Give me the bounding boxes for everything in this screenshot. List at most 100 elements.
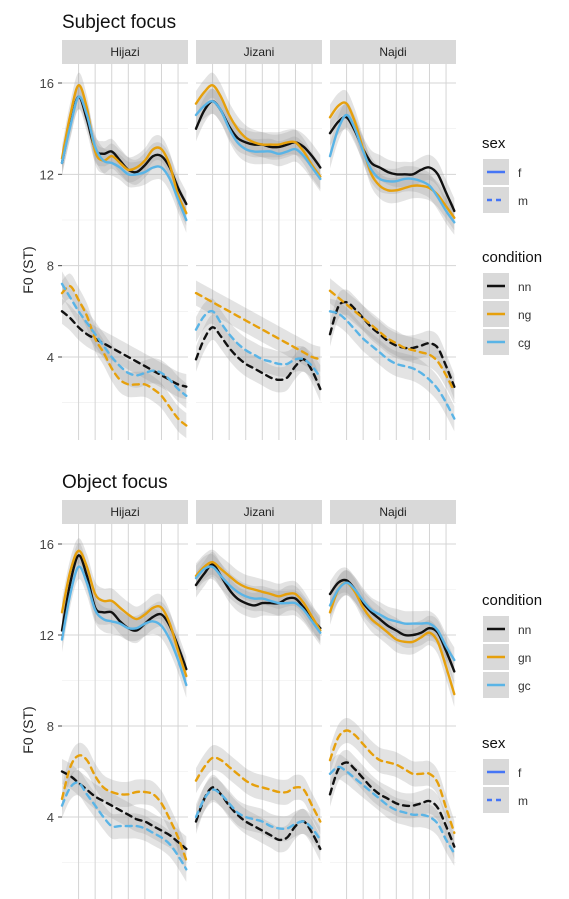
series-line-ng-f [60, 84, 188, 215]
panel-background [196, 64, 322, 440]
y-tick-label: 4 [47, 350, 54, 365]
series-line-gn-f [194, 560, 322, 632]
confidence-ribbon-ng-m [62, 273, 187, 439]
confidence-ribbon-gn-f [62, 538, 187, 689]
y-tick-label: 12 [40, 628, 54, 643]
y-tick-label: 8 [47, 719, 54, 734]
y-axis-label: F0 (ST) [20, 246, 36, 293]
legend-title: condition [482, 249, 542, 266]
panel-strip-label: Jizani [244, 505, 275, 519]
legend-entry-label: gn [518, 651, 531, 665]
series-line-gc-m [194, 788, 322, 841]
series-line-gn-m [194, 756, 322, 823]
panel-strip-label: Jizani [244, 45, 275, 59]
series-line-gn-f [60, 549, 188, 678]
panel-strip-label: Hijazi [110, 505, 139, 519]
series-line-nn-m [60, 310, 188, 388]
panel-strip-label: Najdi [379, 505, 406, 519]
panel-background [330, 64, 456, 440]
confidence-ribbon-cg-m [330, 298, 455, 432]
series-line-gn-m [60, 754, 188, 862]
series-line-nn-m [328, 300, 456, 388]
legend-entry-label: ng [518, 308, 531, 322]
series-line-nn-m [194, 326, 322, 391]
panel-strip-label: Najdi [379, 45, 406, 59]
series-line-gc-m [328, 765, 456, 855]
panel-hijazi: Hijazi [60, 500, 188, 899]
y-axis-label: F0 (ST) [20, 706, 36, 753]
confidence-ribbon-ng-f [330, 89, 455, 231]
series-line-nn-m [328, 761, 456, 848]
confidence-ribbon-cg-f [330, 102, 455, 235]
series-line-gc-f [60, 565, 188, 687]
legend-entry-label: m [518, 194, 528, 208]
series-line-gc-f [194, 565, 322, 634]
legend-entry-label: nn [518, 623, 531, 637]
y-tick-label: 4 [47, 810, 54, 825]
legend-entry-label: nn [518, 280, 531, 294]
series-line-cg-m [328, 310, 456, 420]
legend-entry-label: gc [518, 679, 531, 693]
series-line-cg-f [328, 113, 456, 224]
confidence-ribbon-ng-f [196, 72, 321, 190]
series-line-cg-f [60, 95, 188, 222]
panel-najdi: Najdi [328, 500, 456, 899]
chart-object-focus: Object focus F0 (ST) Hijazi Jizani Najdi 4 8 12… [20, 472, 542, 899]
legend-title: sex [482, 735, 506, 752]
panel-strip [62, 40, 188, 64]
confidence-ribbon-nn-m [196, 774, 321, 862]
legend-entry-label: f [518, 766, 522, 780]
legend-title: sex [482, 135, 506, 152]
y-tick-label: 12 [40, 167, 54, 182]
panel-jizani: Jizani [194, 40, 322, 440]
legend-entry-label: m [518, 794, 528, 808]
y-tick-label: 16 [40, 537, 54, 552]
panel-strip [330, 500, 456, 524]
panel-strip [330, 40, 456, 64]
chart-title: Object focus [62, 472, 168, 493]
series-line-gc-f [328, 581, 456, 662]
legend-entry-label: f [518, 166, 522, 180]
y-tick-label: 16 [40, 76, 54, 91]
series-line-cg-m [194, 309, 322, 379]
series-line-cg-f [194, 99, 322, 181]
panel-strip [62, 500, 188, 524]
series-line-ng-f [194, 84, 322, 178]
y-tick-label: 8 [47, 259, 54, 274]
legend-entry-label: cg [518, 336, 531, 350]
confidence-ribbon-nn-m [62, 298, 187, 400]
legend-title: condition [482, 592, 542, 609]
legend-condition: condition nn gn gc [482, 592, 542, 698]
panel-strip [196, 500, 322, 524]
series-line-ng-m [60, 284, 188, 427]
panel-strip-label: Hijazi [110, 45, 139, 59]
panel-background [196, 524, 322, 899]
confidence-ribbon-gc-m [62, 770, 187, 882]
confidence-ribbon-gn-m [196, 744, 321, 835]
panel-strip [196, 40, 322, 64]
panel-jizani: Jizani [194, 500, 322, 899]
series-line-nn-f [194, 563, 322, 630]
panel-hijazi: Hijazi [60, 40, 188, 440]
confidence-ribbon-cg-m [196, 298, 321, 391]
confidence-ribbon-cg-f [196, 88, 321, 192]
confidence-ribbon-nn-m [62, 759, 187, 862]
series-line-gn-m [328, 729, 456, 835]
chart-subject-focus: Subject focus F0 (ST) Hijazi Jizani Najdi 4 8 1… [20, 12, 542, 440]
series-line-cg-m [60, 282, 188, 397]
panel-najdi: Najdi [328, 40, 456, 440]
confidence-ribbon-nn-f [330, 104, 455, 224]
confidence-ribbon-cg-m [62, 271, 187, 409]
series-line-ng-m [194, 291, 322, 361]
confidence-ribbon-gn-m [330, 717, 455, 846]
series-line-gc-m [60, 781, 188, 871]
series-line-ng-m [328, 289, 456, 393]
legend-condition: condition nn ng cg [482, 249, 542, 355]
panel-background [62, 524, 188, 899]
chart-title: Subject focus [62, 12, 176, 33]
confidence-ribbon-gn-m [62, 742, 187, 873]
series-line-nn-f [328, 115, 456, 213]
